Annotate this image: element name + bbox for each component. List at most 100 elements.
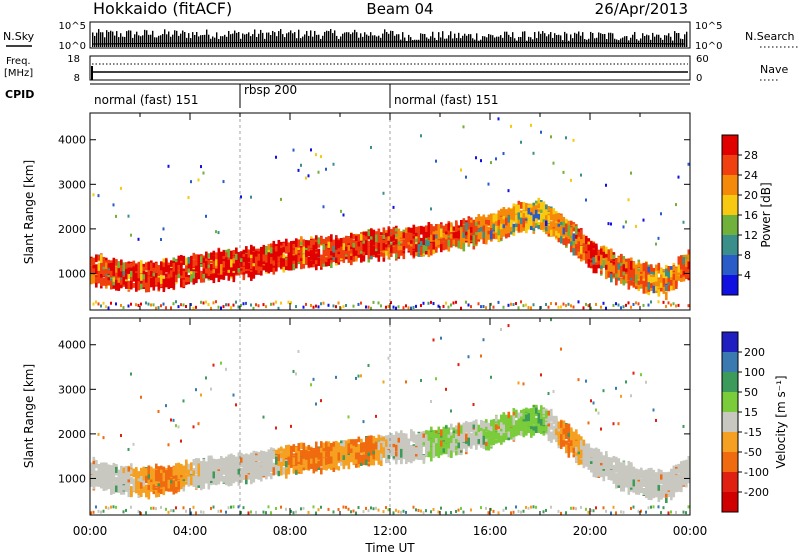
data-cell	[417, 226, 421, 233]
data-cell	[427, 222, 431, 228]
data-cell	[480, 224, 483, 232]
data-cell	[387, 253, 391, 260]
data-cell	[127, 489, 131, 498]
data-cell	[530, 208, 533, 218]
data-cell	[272, 243, 276, 248]
noise-bar	[412, 40, 414, 47]
data-cell	[635, 280, 638, 287]
data-cell	[687, 254, 690, 259]
data-cell	[257, 304, 260, 308]
data-cell	[582, 253, 586, 259]
data-cell	[170, 260, 173, 267]
data-cell	[95, 479, 98, 487]
data-cell	[490, 302, 492, 306]
data-cell	[192, 271, 196, 279]
data-cell	[555, 230, 558, 236]
data-cell	[102, 436, 105, 440]
data-cell	[415, 244, 418, 253]
data-cell	[630, 269, 633, 277]
noise-bar	[524, 31, 526, 47]
data-cell	[550, 207, 553, 217]
data-cell	[370, 228, 373, 237]
data-cell	[310, 148, 312, 152]
data-cell	[520, 140, 522, 144]
data-cell	[685, 270, 688, 280]
noise-bar	[582, 32, 584, 47]
data-cell	[572, 233, 576, 241]
noise-bar	[500, 35, 502, 47]
data-cell	[615, 277, 618, 285]
data-cell	[120, 486, 123, 494]
data-cell	[262, 247, 266, 255]
data-cell	[467, 238, 471, 246]
data-cell	[297, 240, 301, 248]
data-cell	[280, 257, 283, 267]
data-cell	[405, 233, 408, 240]
data-cell	[280, 241, 283, 249]
noise-bar	[454, 33, 456, 47]
data-cell	[480, 221, 483, 227]
data-cell	[355, 241, 358, 249]
data-cell	[217, 462, 221, 468]
data-cell	[157, 306, 160, 310]
data-cell	[300, 163, 302, 167]
data-cell	[505, 217, 508, 225]
data-cell	[227, 474, 231, 482]
data-cell	[330, 253, 333, 258]
data-cell	[110, 467, 113, 472]
data-cell	[492, 305, 495, 309]
data-cell	[217, 252, 221, 260]
noise-bar	[134, 34, 136, 47]
data-cell	[185, 459, 188, 468]
data-cell	[212, 459, 216, 465]
data-cell	[655, 242, 657, 246]
data-cell	[145, 284, 148, 293]
data-cell	[250, 244, 253, 254]
data-cell	[180, 474, 183, 480]
data-cell	[147, 276, 151, 284]
data-cell	[180, 478, 183, 485]
data-cell	[117, 269, 121, 275]
data-cell	[175, 262, 178, 272]
data-cell	[112, 277, 116, 282]
data-cell	[162, 259, 166, 267]
data-cell	[342, 213, 345, 217]
data-cell	[230, 465, 233, 470]
data-cell	[485, 219, 488, 225]
data-cell	[547, 220, 551, 226]
noise-bar	[398, 34, 400, 47]
cpid-label: CPID	[5, 88, 34, 101]
noise-bar	[374, 35, 376, 47]
data-cell	[110, 486, 113, 495]
data-cell	[402, 242, 406, 250]
data-cell	[97, 194, 100, 198]
data-cell	[112, 257, 116, 267]
noise-bar	[604, 33, 606, 47]
data-cell	[620, 259, 623, 268]
data-cell	[222, 271, 226, 280]
data-cell	[387, 239, 391, 245]
data-cell	[145, 468, 148, 476]
data-cell	[100, 274, 103, 280]
data-cell	[607, 254, 611, 262]
data-cell	[317, 305, 320, 309]
noise-panel: N.Sky 10^5 10^0 10^5 10^0 N.Search	[3, 21, 798, 52]
data-cell	[142, 480, 146, 487]
data-cell	[670, 283, 673, 290]
data-cell	[670, 270, 673, 278]
noise-bar	[568, 40, 570, 47]
data-cell	[427, 229, 431, 238]
data-cell	[500, 229, 503, 239]
data-cell	[510, 226, 513, 232]
data-cell	[375, 251, 378, 258]
data-cell	[130, 302, 132, 306]
data-cell	[242, 266, 246, 273]
data-cell	[610, 264, 613, 272]
data-cell	[365, 305, 367, 309]
data-cell	[487, 226, 491, 231]
data-cell	[517, 212, 521, 222]
data-cell	[330, 234, 333, 240]
colorbar-block	[722, 175, 738, 196]
